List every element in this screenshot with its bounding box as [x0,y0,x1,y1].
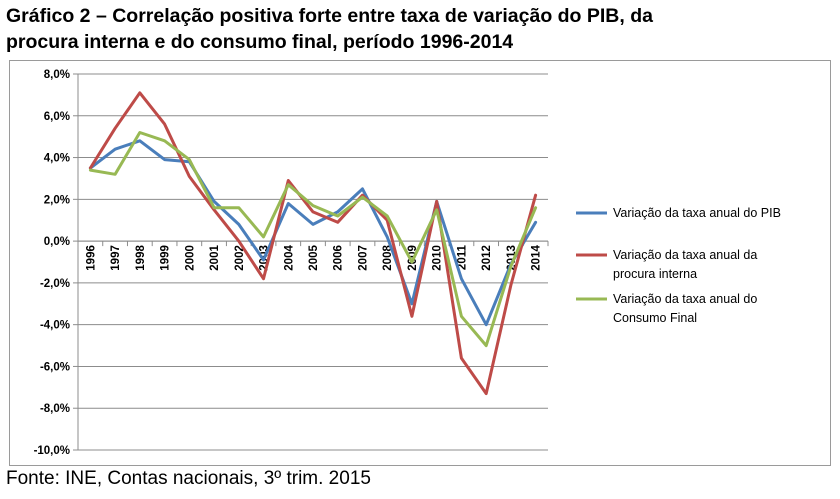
source-note: Fonte: INE, Contas nacionais, 3º trim. 2… [6,468,371,489]
x-tick-label: 1996 [85,245,97,271]
series-line-3 [88,131,538,348]
x-tick-label: 2000 [184,245,196,271]
y-tick-label: -10,0% [34,445,70,457]
legend-label-2: procura interna [613,267,697,281]
y-axis-tick-labels: 8,0% 6,0% 4,0% 2,0% 0,0% -2,0% -4,0% -6,0% -8,0%… [34,69,70,457]
y-tick-label: 4,0% [44,153,70,165]
legend-label-1: Variação da taxa anual do PIB [613,206,781,220]
series-line-2 [88,91,538,396]
series-lines [88,91,538,396]
chart-frame: 8,0% 6,0% 4,0% 2,0% 0,0% -2,0% -4,0% -6,0% -8,0%… [9,60,831,466]
x-tick-label: 2010 [432,245,444,271]
line-chart: 8,0% 6,0% 4,0% 2,0% 0,0% -2,0% -4,0% -6,0% -8,0%… [34,69,781,457]
x-tick-label: 2006 [333,245,345,271]
chart-title-line-2: procura interna e do consumo final, perí… [6,31,514,53]
x-tick-label: 2004 [283,245,295,271]
y-tick-label: 2,0% [44,194,70,206]
legend-label-2: Variação da taxa anual da [613,248,757,262]
chart-title-line-1: Gráfico 2 – Correlação positiva forte en… [6,5,653,27]
x-tick-label: 2012 [481,245,493,271]
y-tick-label: 6,0% [44,111,70,123]
x-tick-label: 2005 [308,245,320,271]
y-tick-label: -6,0% [40,361,70,373]
legend: Variação da taxa anual do PIB Variação da… [576,206,781,325]
x-tick-label: 2014 [531,245,543,271]
y-tick-label: 0,0% [44,236,70,248]
x-tick-label: 2013 [506,245,518,271]
y-tick-label: -8,0% [40,403,70,415]
series-line-1 [88,139,538,327]
y-tick-label: 8,0% [44,69,70,81]
x-tick-label: 2002 [234,245,246,271]
x-tick-label: 2001 [209,245,221,271]
x-tick-label: 2011 [456,245,468,271]
legend-label-3: Consumo Final [613,311,697,325]
x-axis-tick-labels: 1996 1997 1998 1999 2000 2001 2002 2003 2004 2005… [85,245,542,271]
y-tick-label: -4,0% [40,320,70,332]
legend-label-3: Variação da taxa anual do [613,292,757,306]
x-tick-label: 2007 [357,245,369,271]
axes [73,73,549,451]
x-tick-label: 1999 [160,245,172,271]
x-tick-label: 1998 [135,245,147,271]
x-tick-label: 1997 [110,245,122,271]
chart-title: Gráfico 2 – Correlação positiva forte en… [6,3,826,55]
y-tick-label: -2,0% [40,278,70,290]
